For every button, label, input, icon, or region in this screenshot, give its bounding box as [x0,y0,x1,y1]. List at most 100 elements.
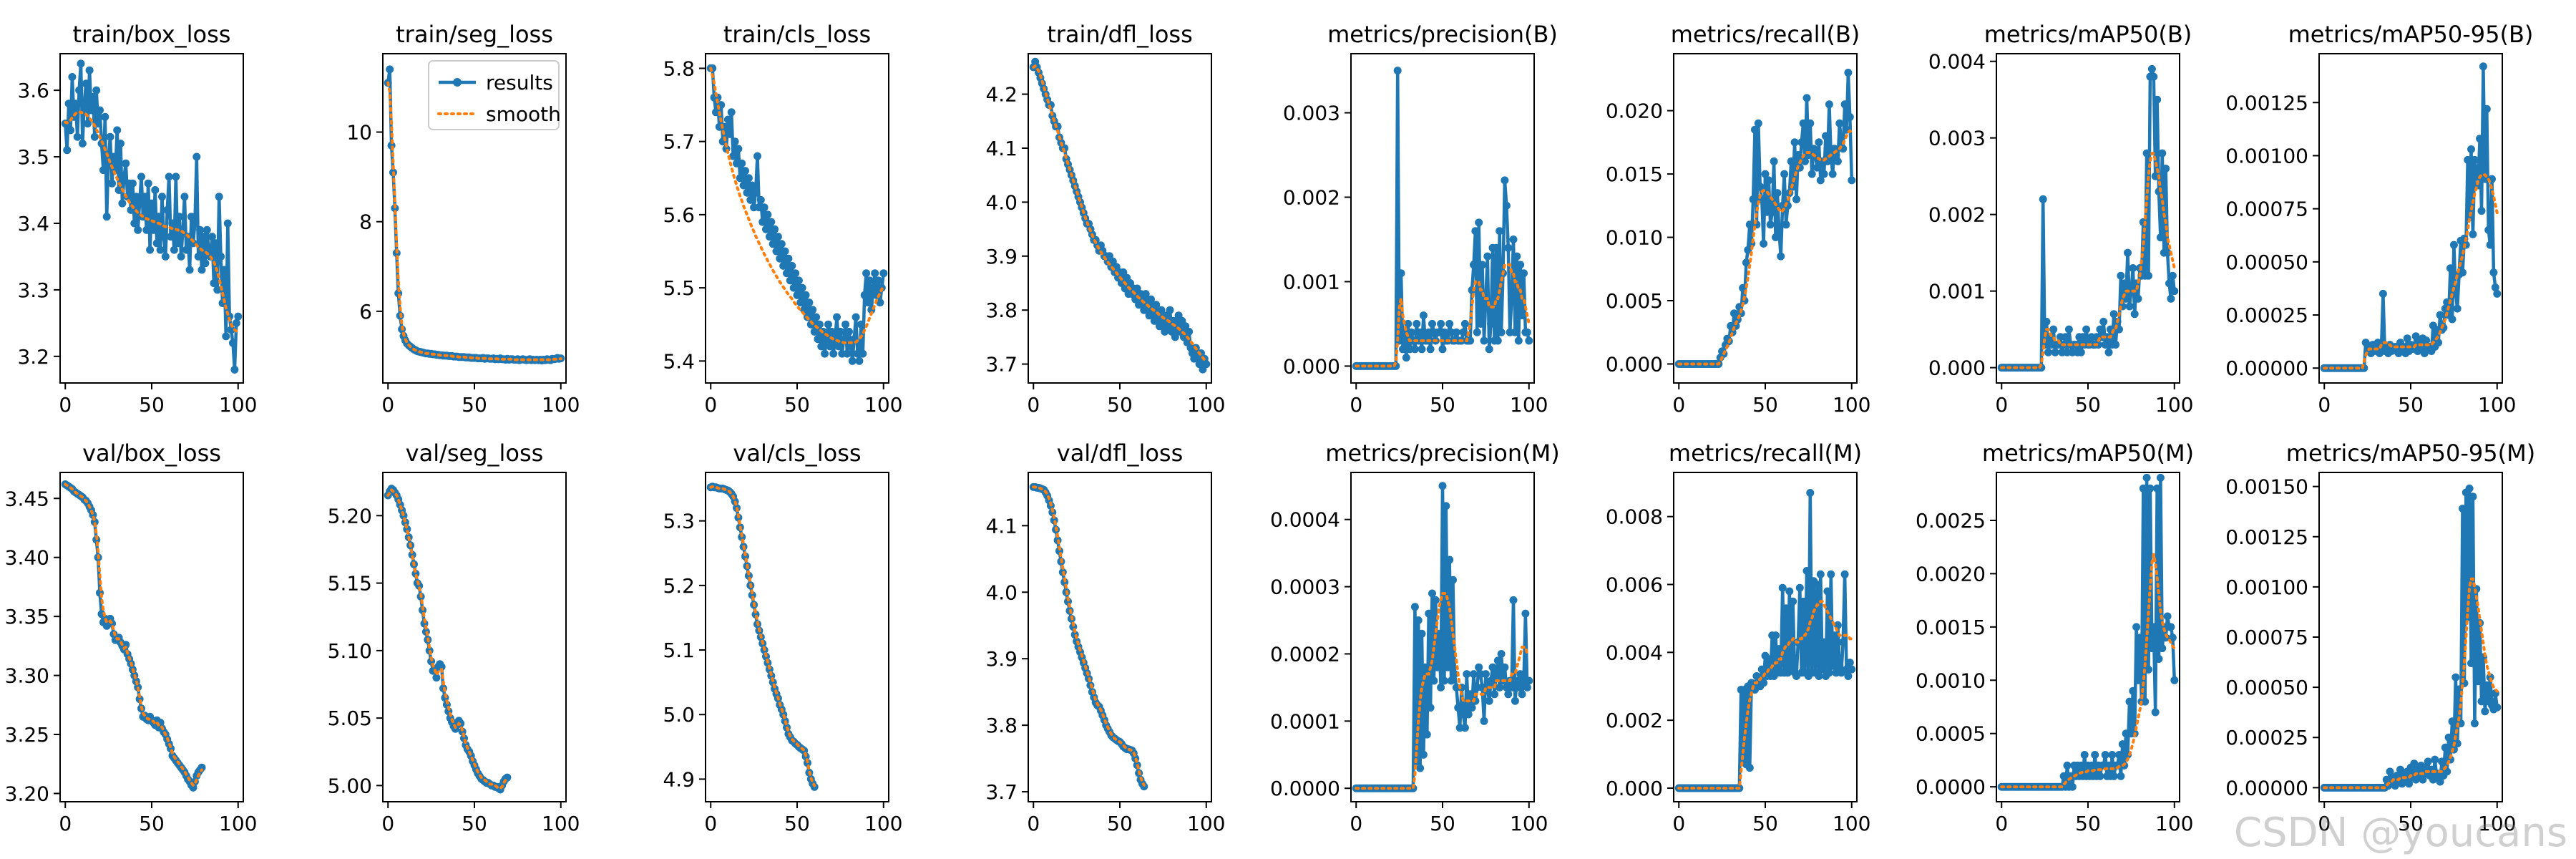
results-point [843,349,852,358]
results-point [156,246,165,254]
y-tick-label: 5.1 [663,639,695,662]
results-point [765,233,774,241]
results-point [743,188,751,197]
y-tick-label: 3.20 [5,782,49,805]
results-point [173,239,182,248]
subplot-title: metrics/mAP50-95(B) [2288,21,2534,48]
results-point [1485,345,1493,354]
y-tick-label: 3.40 [5,546,49,570]
results-point [1497,328,1506,336]
results-point [2410,759,2419,768]
watermark-text: CSDN @youcans [2233,810,2567,856]
results-point [748,181,756,190]
results-point [2436,777,2444,786]
y-tick-label: 0.003 [1283,102,1340,125]
results-point [2124,248,2132,257]
results-point [1430,676,1438,685]
y-tick-label: 0.000 [1283,354,1340,378]
y-tick-label: 0.0025 [1916,509,1986,533]
results-point [1513,676,1521,685]
results-point [2103,333,2112,341]
results-point [2063,761,2072,770]
x-tick-label: 100 [1510,812,1548,835]
results-point [1497,650,1506,658]
plot-area [2320,62,2502,372]
results-point [1806,489,1815,497]
x-tick-label: 100 [864,812,902,835]
results-point [1775,227,1783,236]
results-point [177,252,185,261]
results-point [1511,697,1519,705]
x-tick-label: 0 [704,393,717,417]
results-point [1410,345,1419,354]
results-point [772,247,781,256]
results-point [2474,677,2482,686]
results-point [2446,264,2454,273]
results-point [876,299,884,307]
results-point [1504,690,1513,699]
results-point [1492,243,1501,252]
results-point [2444,733,2453,742]
results-point [1840,100,1849,109]
results-point [1514,336,1523,345]
results-point [1525,676,1533,685]
results-point [2096,325,2104,334]
results-point [783,269,791,278]
plot-area [1029,482,1148,791]
results-point [1840,570,1849,578]
results-point [762,225,770,233]
subplot-title: val/seg_loss [406,440,544,467]
results-point [2129,264,2137,272]
subplot-title: train/box_loss [73,21,231,48]
results-point [1789,597,1797,606]
results-point [113,126,122,135]
results-point [2101,751,2109,759]
y-tick-label: 5.00 [328,774,372,797]
results-point [2094,341,2102,349]
results-point [1820,170,1828,178]
results-point [812,313,821,321]
results-point [1760,239,1768,248]
results-point [1404,319,1413,328]
x-tick-label: 100 [1187,393,1225,417]
x-tick-label: 100 [542,812,580,835]
results-point [1765,176,1773,185]
results-point [2042,317,2051,326]
results-point [1428,319,1436,328]
y-tick-label: 4.1 [985,137,1018,160]
results-point [144,179,152,188]
results-point [2091,751,2099,759]
y-tick-label: 0.005 [1606,289,1663,313]
results-point [2477,697,2486,706]
subplot: val/dfl_loss 0 50 100 3.7 3.8 3.9 4.0 4.1 [985,440,1225,835]
results-point [2118,740,2127,749]
results-point [90,132,99,141]
results-point [215,193,223,201]
smooth-line [386,487,509,790]
y-tick-label: 4.0 [985,190,1018,214]
results-point [89,92,97,101]
results-point [1501,663,1509,671]
results-point [77,59,85,68]
results-point [2142,473,2151,482]
legend-label: results [486,71,553,94]
results-point [1438,482,1447,490]
y-tick-label: 0.00075 [2225,626,2308,649]
x-tick-label: 50 [784,393,810,417]
y-tick-label: 0.0000 [1916,775,1986,799]
results-point [2049,325,2058,334]
results-point [2451,673,2460,681]
results-point [117,140,125,147]
results-point [1487,676,1496,685]
x-tick-label: 50 [1430,812,1455,835]
y-tick-label: 0.006 [1606,573,1663,596]
results-point [1752,672,1761,680]
smooth-line [1355,263,1531,368]
results-point [1185,327,1194,336]
results-point [1792,195,1800,203]
results-point [2101,341,2109,349]
results-point [2163,248,2172,257]
x-tick-label: 100 [2155,812,2193,835]
x-tick-label: 50 [462,812,487,835]
